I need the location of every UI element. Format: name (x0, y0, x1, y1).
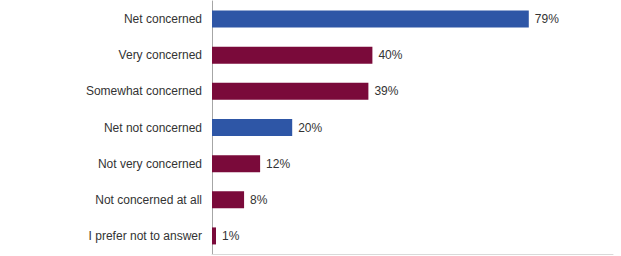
svg-text:1%: 1% (222, 229, 240, 243)
svg-text:Net not concerned: Net not concerned (104, 121, 202, 135)
svg-text:12%: 12% (266, 157, 290, 171)
svg-text:20%: 20% (298, 121, 322, 135)
svg-text:Not concerned at all: Not concerned at all (95, 193, 202, 207)
svg-text:Very concerned: Very concerned (119, 48, 202, 62)
svg-text:I prefer not to answer: I prefer not to answer (89, 229, 202, 243)
svg-text:40%: 40% (378, 48, 402, 62)
svg-text:Net concerned: Net concerned (124, 12, 202, 26)
svg-text:39%: 39% (374, 84, 398, 98)
svg-text:Not very concerned: Not very concerned (98, 157, 202, 171)
svg-text:Somewhat concerned: Somewhat concerned (86, 84, 202, 98)
svg-text:79%: 79% (535, 12, 559, 26)
svg-text:8%: 8% (250, 193, 268, 207)
